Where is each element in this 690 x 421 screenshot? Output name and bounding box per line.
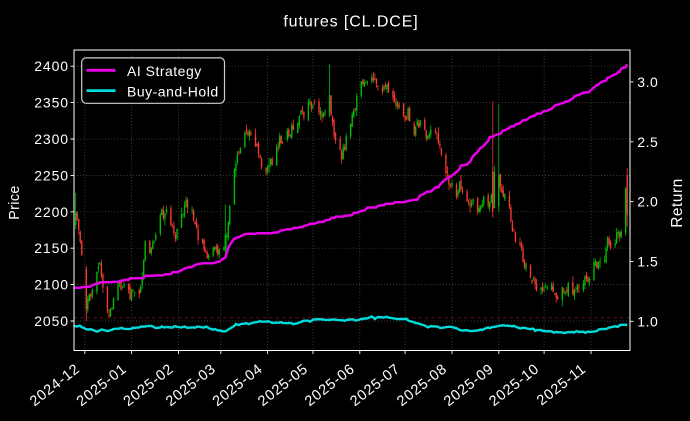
svg-text:2050: 2050 <box>34 313 69 329</box>
svg-text:2350: 2350 <box>34 95 69 111</box>
svg-text:3.0: 3.0 <box>637 74 658 90</box>
svg-text:2400: 2400 <box>34 58 69 74</box>
svg-text:2.0: 2.0 <box>637 194 658 210</box>
svg-text:2200: 2200 <box>34 204 69 220</box>
svg-text:2100: 2100 <box>34 277 69 293</box>
svg-text:1.5: 1.5 <box>637 253 658 269</box>
svg-text:2250: 2250 <box>34 167 69 183</box>
svg-text:Buy-and-Hold: Buy-and-Hold <box>127 83 219 99</box>
svg-text:Return: Return <box>669 178 686 228</box>
svg-text:futures [CL.DCE]: futures [CL.DCE] <box>283 14 418 31</box>
svg-text:2150: 2150 <box>34 240 69 256</box>
svg-text:2300: 2300 <box>34 131 69 147</box>
svg-text:1.0: 1.0 <box>637 313 658 329</box>
svg-text:Price: Price <box>7 185 23 220</box>
svg-text:2.5: 2.5 <box>637 134 658 150</box>
svg-text:AI Strategy: AI Strategy <box>127 63 202 79</box>
